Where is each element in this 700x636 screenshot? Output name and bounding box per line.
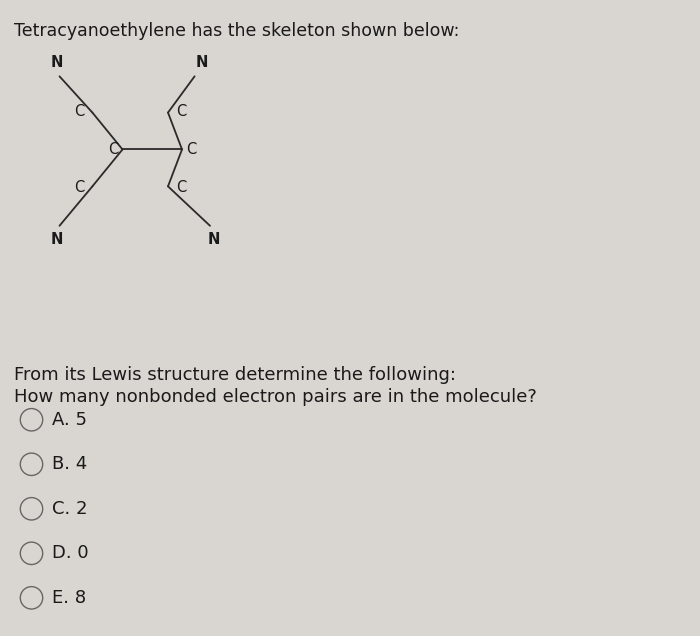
Text: C: C (186, 142, 197, 157)
Text: From its Lewis structure determine the following:: From its Lewis structure determine the f… (14, 366, 456, 384)
Text: C: C (74, 180, 84, 195)
Text: How many nonbonded electron pairs are in the molecule?: How many nonbonded electron pairs are in… (14, 388, 537, 406)
Text: A. 5: A. 5 (52, 411, 88, 429)
Text: Tetracyanoethylene has the skeleton shown below:: Tetracyanoethylene has the skeleton show… (14, 22, 459, 40)
Text: C: C (176, 104, 187, 119)
Text: N: N (50, 232, 63, 247)
Text: C: C (74, 104, 84, 119)
Text: C: C (176, 180, 187, 195)
Text: N: N (50, 55, 63, 70)
Text: D. 0: D. 0 (52, 544, 89, 562)
Text: E. 8: E. 8 (52, 589, 87, 607)
Text: C: C (108, 142, 118, 157)
Text: C. 2: C. 2 (52, 500, 88, 518)
Text: N: N (208, 232, 220, 247)
Text: N: N (195, 55, 208, 70)
Text: B. 4: B. 4 (52, 455, 88, 473)
